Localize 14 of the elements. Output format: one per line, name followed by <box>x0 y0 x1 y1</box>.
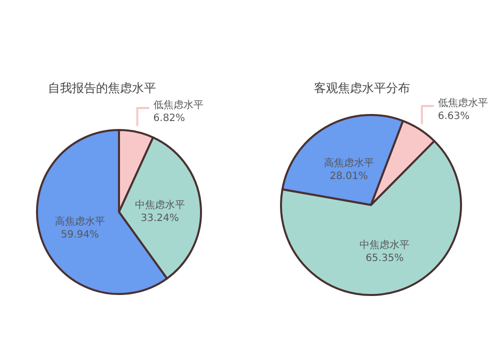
data-label: 65.35% <box>366 252 404 264</box>
slice-label: 中焦虑水平 <box>360 238 410 251</box>
data-label: 33.24% <box>140 212 179 224</box>
data-label: 6.82% <box>153 112 186 124</box>
data-label: 59.94% <box>60 230 100 241</box>
chart-title: 自我报告的焦虑水平 <box>48 81 156 95</box>
slice-label: 高焦虑水平 <box>324 156 374 169</box>
slice-label: 高焦虑水平 <box>54 216 105 228</box>
slice-label: 低焦虑水平 <box>438 96 488 109</box>
slice-label: 中焦虑水平 <box>134 198 185 211</box>
data-label: 6.63% <box>438 110 470 122</box>
data-label: 28.01% <box>330 170 368 182</box>
chart-title: 客观焦虑水平分布 <box>314 81 410 95</box>
slice-label: 低焦虑水平 <box>153 98 204 111</box>
